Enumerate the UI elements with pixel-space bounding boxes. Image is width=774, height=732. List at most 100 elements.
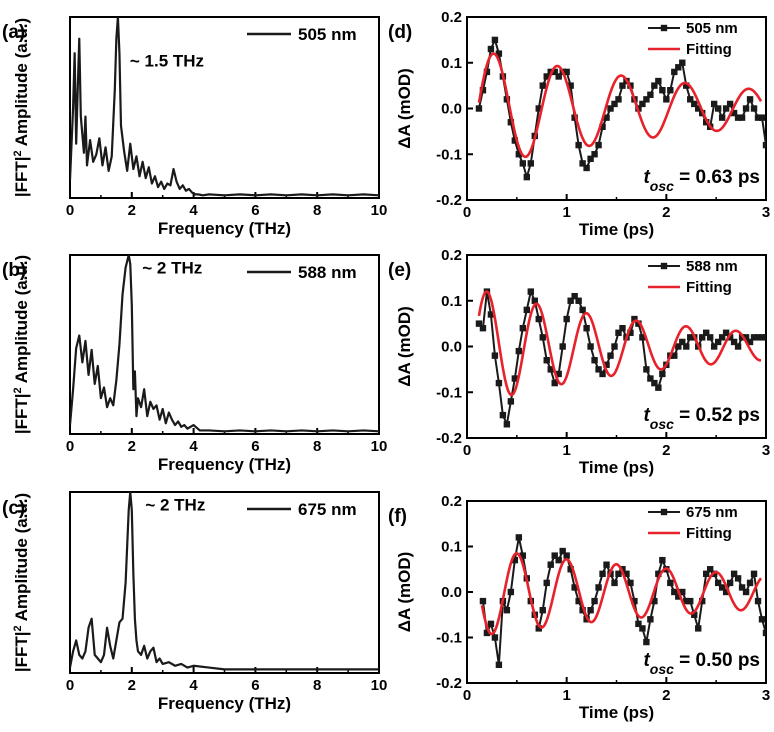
data-point bbox=[730, 109, 738, 117]
data-point bbox=[706, 566, 714, 573]
data-point bbox=[547, 366, 554, 373]
data-point bbox=[687, 96, 694, 103]
data-point bbox=[738, 584, 746, 591]
data-point bbox=[659, 370, 666, 378]
y-axis-label: |FFT|2 Amplitude (a.u.) bbox=[12, 255, 31, 434]
osc-value: = 0.50 ps bbox=[674, 650, 760, 671]
data-point bbox=[611, 343, 618, 350]
data-point bbox=[487, 311, 495, 318]
y-tick-label: 0.2 bbox=[441, 247, 462, 264]
y-tick-label: -0.1 bbox=[436, 630, 462, 647]
x-tick-label: 2 bbox=[128, 438, 136, 455]
data-point bbox=[631, 315, 638, 323]
legend-label: Fitting bbox=[686, 279, 732, 296]
data-point bbox=[635, 620, 642, 628]
x-tick-label: 6 bbox=[251, 202, 259, 219]
legend-label: 505 nm bbox=[298, 25, 357, 44]
x-tick-label: 4 bbox=[189, 677, 198, 694]
data-point bbox=[647, 375, 654, 382]
x-tick-label: 6 bbox=[251, 677, 259, 694]
y-tick-label: 0.1 bbox=[441, 539, 462, 556]
y-tick-label: -0.2 bbox=[436, 675, 462, 692]
x-tick-label: 3 bbox=[762, 204, 770, 221]
data-point bbox=[487, 620, 495, 628]
data-point bbox=[710, 100, 718, 108]
y-axis-label: |FFT|2 Amplitude (a.u.) bbox=[12, 493, 31, 672]
y-tick-label: 0.2 bbox=[441, 9, 462, 26]
y-axis-label-part: |FFT| bbox=[12, 393, 31, 434]
data-point bbox=[703, 329, 710, 336]
data-point bbox=[587, 155, 594, 163]
data-point bbox=[651, 379, 658, 387]
data-point bbox=[507, 119, 515, 126]
data-point bbox=[515, 347, 523, 355]
plot-area bbox=[70, 492, 379, 671]
data-point bbox=[742, 334, 750, 341]
data-point bbox=[699, 334, 706, 341]
x-axis-label: Time (ps) bbox=[579, 220, 654, 239]
osc-subscript: osc bbox=[650, 661, 674, 677]
y-axis-label-sup: 2 bbox=[12, 625, 24, 631]
data-point bbox=[595, 366, 602, 373]
data-point bbox=[567, 566, 574, 573]
data-point bbox=[587, 343, 594, 350]
data-point bbox=[491, 352, 499, 359]
data-point bbox=[762, 629, 766, 637]
data-point bbox=[683, 343, 690, 350]
data-point bbox=[535, 315, 542, 323]
x-axis-label: Time (ps) bbox=[579, 703, 654, 722]
data-point bbox=[714, 105, 722, 112]
x-tick-label: 0 bbox=[463, 442, 471, 459]
data-point bbox=[583, 164, 590, 172]
data-point bbox=[687, 597, 694, 605]
peak-annotation: ~ 2 THz bbox=[145, 496, 205, 515]
data-point bbox=[726, 579, 734, 587]
data-point bbox=[742, 105, 750, 112]
data-point bbox=[563, 68, 570, 76]
data-point bbox=[627, 579, 634, 587]
data-point bbox=[663, 96, 670, 103]
panel-e: 0 1 2 3 -0.2 -0.1 0.0 0.1 0.2 Time (ps) ΔA (mOD) (e… bbox=[388, 247, 770, 477]
osc-subscript: osc bbox=[650, 178, 674, 194]
osc-symbol: t bbox=[643, 405, 650, 426]
data-point bbox=[746, 579, 754, 587]
data-point bbox=[515, 151, 523, 158]
plot-area bbox=[70, 255, 379, 433]
y-tick-label: 0.0 bbox=[441, 101, 462, 118]
y-axis-label: ΔA (mOD) bbox=[395, 552, 414, 633]
data-point bbox=[579, 306, 586, 314]
data-point bbox=[714, 579, 722, 587]
y-axis-label-sup: 2 bbox=[12, 150, 24, 156]
data-point bbox=[547, 561, 554, 568]
legend-label: 588 nm bbox=[298, 263, 357, 282]
legend-label: 588 nm bbox=[686, 258, 738, 275]
data-point bbox=[703, 570, 710, 577]
data-point bbox=[607, 105, 614, 112]
data-point bbox=[523, 306, 530, 314]
data-point bbox=[563, 552, 570, 559]
data-point bbox=[563, 315, 570, 323]
y-axis-label: |FFT|2 Amplitude (a.u.) bbox=[12, 18, 31, 197]
data-point bbox=[503, 421, 511, 428]
data-point bbox=[699, 597, 706, 605]
data-point bbox=[595, 584, 602, 591]
data-point bbox=[599, 570, 606, 577]
data-point bbox=[750, 334, 758, 341]
x-tick-label: 3 bbox=[762, 687, 770, 704]
plot-area bbox=[475, 36, 766, 181]
y-tick-label: 0.0 bbox=[441, 339, 462, 356]
data-point bbox=[611, 579, 618, 587]
data-point bbox=[591, 597, 598, 605]
y-tick-label: 0.1 bbox=[441, 55, 462, 72]
osc-symbol: t bbox=[643, 167, 650, 188]
data-point bbox=[483, 68, 491, 76]
legend-marker bbox=[660, 508, 668, 516]
data-point bbox=[639, 334, 646, 341]
data-point bbox=[695, 105, 702, 112]
data-point bbox=[519, 552, 527, 559]
data-point bbox=[615, 329, 622, 336]
data-point bbox=[679, 338, 686, 346]
data-point bbox=[595, 141, 602, 149]
y-axis-label: ΔA (mOD) bbox=[395, 68, 414, 149]
